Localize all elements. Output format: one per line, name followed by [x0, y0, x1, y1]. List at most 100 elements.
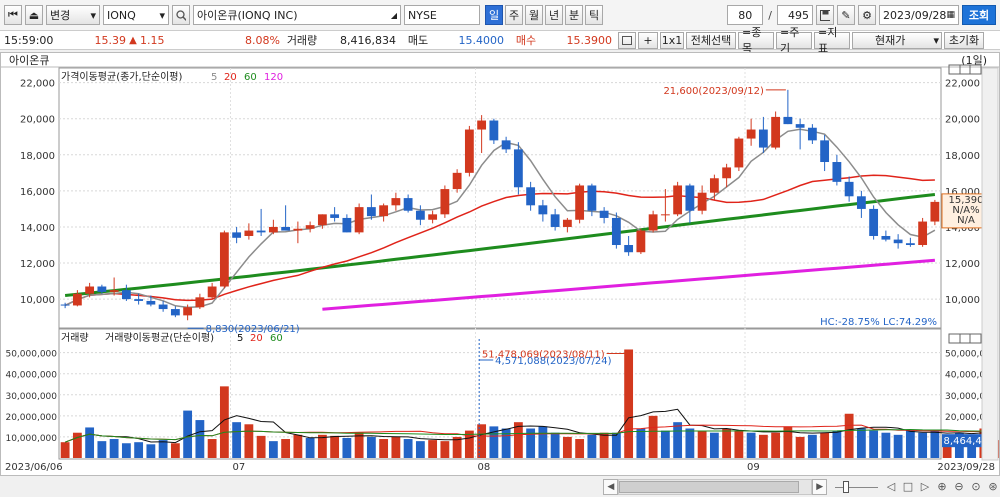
- query-button[interactable]: 조회: [962, 5, 996, 25]
- candle-body: [60, 304, 70, 306]
- eject-icon[interactable]: ⏏: [25, 5, 43, 25]
- square-icon: [622, 35, 632, 45]
- save-button[interactable]: [816, 5, 834, 25]
- indicator-menu-button[interactable]: =지표: [814, 26, 850, 55]
- zoom-fit-icon[interactable]: ⊛: [988, 480, 998, 493]
- volume-tick-left: 30,000,000: [5, 392, 57, 402]
- prev-icon[interactable]: ◁: [886, 480, 896, 493]
- scroll-right-button[interactable]: ▶: [812, 478, 828, 495]
- candle-body: [317, 214, 327, 226]
- volume-bar: [709, 432, 719, 458]
- volume-bar: [207, 439, 217, 458]
- volume-bar: [195, 420, 205, 458]
- search-button[interactable]: [172, 5, 190, 25]
- volume-bar: [660, 430, 670, 458]
- select-all-button[interactable]: 전체선택: [686, 31, 736, 49]
- candle-body: [893, 239, 903, 244]
- zoom-out-icon[interactable]: ⊖: [954, 480, 964, 493]
- volume-bar: [844, 413, 854, 458]
- stock-name-field[interactable]: 아이온큐(IONQ INC) ◢: [193, 5, 401, 25]
- main-toolbar: ⏮ ⏏ 변경 ▾ IONQ ▾ 아이온큐(IONQ INC) ◢ NYSE 일 …: [0, 0, 1000, 30]
- tab-month[interactable]: 월: [525, 5, 543, 25]
- tab-minute[interactable]: 분: [565, 5, 583, 25]
- scroll-left-button[interactable]: ◀: [603, 478, 619, 495]
- volume-bar: [268, 441, 278, 458]
- tab-day[interactable]: 일: [485, 5, 503, 25]
- volume-bar: [489, 426, 499, 458]
- scroll-track[interactable]: [618, 478, 813, 495]
- period-menu-button[interactable]: =주기: [776, 26, 812, 55]
- symbol-input[interactable]: IONQ ▾: [103, 5, 169, 25]
- candle-body: [170, 309, 180, 316]
- tab-tick[interactable]: 틱: [585, 5, 603, 25]
- volume-bar: [734, 430, 744, 458]
- candle-body: [219, 232, 229, 287]
- last-price-text: N/A: [957, 215, 975, 226]
- first-page-button[interactable]: ⏮: [4, 5, 22, 25]
- calendar-icon: ▦: [946, 10, 955, 20]
- volume-bar: [379, 439, 389, 458]
- volume-legend-1: 거래량: [61, 332, 89, 344]
- stock-menu-button[interactable]: =종목: [738, 26, 774, 55]
- volume-bar: [820, 432, 830, 458]
- settings-button[interactable]: ⚙: [858, 5, 876, 25]
- stop-icon[interactable]: □: [902, 480, 914, 493]
- volume-bar: [538, 426, 548, 458]
- search-icon: [176, 9, 186, 21]
- layout-button[interactable]: [618, 31, 636, 49]
- zoom-reset-icon[interactable]: ⊙: [971, 480, 981, 493]
- ask-label: 매도: [407, 34, 429, 47]
- scroll-thumb[interactable]: [619, 480, 800, 493]
- candle-body: [207, 286, 217, 298]
- change-dropdown[interactable]: 변경 ▾: [46, 5, 100, 25]
- draw-button[interactable]: ✎: [837, 5, 855, 25]
- tab-week[interactable]: 주: [505, 5, 523, 25]
- volume-bar: [403, 439, 413, 458]
- add-button[interactable]: +: [638, 31, 658, 49]
- zoom-slider-track: [835, 486, 878, 488]
- price-type-value: 현재가: [875, 34, 906, 47]
- chart-stock-title: 아이온큐: [9, 54, 49, 67]
- candle-body: [244, 230, 254, 236]
- volume-bar: [722, 428, 732, 458]
- volume-label: 거래량: [286, 34, 318, 47]
- ratio-button[interactable]: 1x1: [660, 31, 684, 49]
- volume-bar: [905, 430, 915, 458]
- tab-year[interactable]: 년: [545, 5, 563, 25]
- candle-body: [673, 185, 683, 215]
- date-start: 2023/06/06: [5, 462, 63, 473]
- volume-bar: [256, 435, 266, 458]
- date-input[interactable]: 2023/09/28 ▦: [879, 5, 959, 25]
- chart-area[interactable]: 아이온큐 (1일) 22,000 22,000 20,000 20,000 18,000 18…: [0, 52, 1000, 479]
- volume-tick-left: 50,000,000: [5, 350, 57, 360]
- zoom-in-icon[interactable]: ⊕: [937, 480, 947, 493]
- volume-legend-2: 거래량이동평균(단순이평): [105, 332, 214, 344]
- volume-bar: [158, 440, 168, 458]
- count-input[interactable]: 80: [727, 5, 764, 25]
- floppy-icon: [820, 9, 830, 21]
- month-label: 08: [478, 462, 491, 473]
- candle-body: [391, 198, 401, 206]
- candle-body: [709, 178, 719, 193]
- panel-window-icon: [948, 333, 982, 344]
- volume-bar: [575, 439, 585, 458]
- low-annotation: 8,830(2023/06/21): [206, 324, 300, 335]
- candle-body: [428, 214, 438, 220]
- reset-button[interactable]: 초기화: [944, 31, 984, 49]
- candle-body: [856, 196, 866, 209]
- volume-bar: [930, 430, 940, 458]
- volume-bar: [170, 443, 180, 458]
- zoom-slider[interactable]: [835, 479, 878, 495]
- volume-bar: [513, 422, 523, 458]
- next-icon[interactable]: ▷: [920, 480, 930, 493]
- volume-bar: [428, 440, 438, 458]
- volume-bar: [795, 436, 805, 458]
- volume-bar: [415, 441, 425, 458]
- zoom-slider-thumb[interactable]: [843, 480, 850, 493]
- price-volume-chart[interactable]: 아이온큐 (1일) 22,000 22,000 20,000 20,000 18,000 18…: [1, 53, 999, 476]
- volume-tick-left: 20,000,000: [5, 413, 57, 423]
- price-panel-frame: [58, 67, 942, 329]
- price-ma-legend: 120: [264, 72, 283, 83]
- candle-body: [881, 235, 891, 240]
- price-type-dropdown[interactable]: 현재가 ▾: [852, 31, 942, 49]
